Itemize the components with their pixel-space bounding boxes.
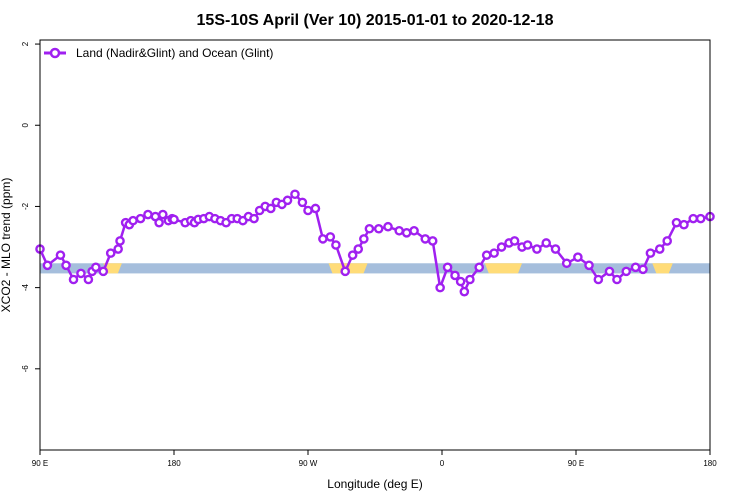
data-point <box>310 203 321 214</box>
plot-frame <box>39 39 711 451</box>
data-point <box>373 223 384 234</box>
ocean-band <box>40 263 710 274</box>
series-line <box>38 193 711 293</box>
series-layer <box>35 189 715 297</box>
data-point <box>621 266 632 277</box>
y-tick-label: 2 <box>21 41 30 46</box>
data-point <box>347 250 358 260</box>
data-point <box>42 260 53 271</box>
data-point <box>522 240 533 250</box>
data-point <box>169 214 179 225</box>
data-point <box>427 236 438 246</box>
data-point <box>154 217 164 228</box>
data-point <box>455 276 466 287</box>
data-point <box>61 260 71 271</box>
data-point <box>143 209 153 220</box>
chart-title: 15S-10S April (Ver 10) 2015-01-01 to 202… <box>197 12 554 29</box>
data-point <box>325 232 336 242</box>
data-point <box>331 240 341 250</box>
data-point <box>450 270 460 281</box>
data-point <box>561 258 572 269</box>
land-segment <box>484 263 523 274</box>
data-point <box>68 274 79 285</box>
data-point <box>509 236 520 246</box>
data-point <box>158 209 168 220</box>
data-point <box>98 266 109 277</box>
legend: Land (Nadir&Glint) and Ocean (Glint) <box>44 46 273 60</box>
data-point <box>604 266 615 277</box>
data-point <box>671 217 682 228</box>
data-point <box>593 274 604 285</box>
data-point <box>91 262 101 273</box>
data-point <box>409 225 419 236</box>
data-point <box>359 234 369 244</box>
data-point <box>76 268 86 279</box>
data-point <box>459 286 470 297</box>
data-point <box>135 213 146 224</box>
data-point <box>465 274 475 285</box>
land-segment <box>652 263 673 274</box>
data-point <box>474 262 485 273</box>
data-point <box>435 282 445 293</box>
data-point <box>481 250 492 260</box>
y-axis: 2 0 -2 -4 -6 <box>21 41 40 372</box>
data-point <box>297 197 308 208</box>
x-tick-label: 180 <box>167 459 181 468</box>
data-point <box>55 250 66 260</box>
data-point <box>401 228 412 238</box>
x-axis-label: Longitude (deg E) <box>327 477 422 491</box>
y-tick-label: 0 <box>21 122 30 127</box>
data-point <box>249 213 259 224</box>
y-axis-label: XCO2 - MLO trend (ppm) <box>0 178 13 313</box>
y-tick-label: -4 <box>21 284 30 292</box>
data-point <box>662 236 672 246</box>
data-point <box>303 205 313 216</box>
data-point <box>83 274 94 285</box>
data-point <box>695 213 706 224</box>
y-tick-label: -2 <box>21 202 30 210</box>
data-point <box>383 221 393 232</box>
legend-marker <box>49 47 61 59</box>
data-point <box>489 248 499 258</box>
x-axis: 90 E 180 90 W 0 90 E 180 <box>32 450 717 468</box>
data-point <box>113 244 123 254</box>
data-point <box>630 262 641 273</box>
data-point <box>654 244 665 254</box>
data-point <box>282 195 293 206</box>
data-point <box>612 274 622 285</box>
data-point <box>541 238 552 248</box>
data-point <box>679 219 689 230</box>
legend-label: Land (Nadir&Glint) and Ocean (Glint) <box>76 46 273 60</box>
data-point <box>688 213 699 224</box>
data-point <box>496 242 507 252</box>
y-tick-label: -6 <box>21 365 30 373</box>
data-point <box>318 234 328 244</box>
data-point <box>105 248 116 258</box>
data-point <box>638 264 648 275</box>
data-point <box>265 203 276 214</box>
data-point <box>290 189 300 200</box>
data-point <box>584 260 594 271</box>
data-point <box>442 262 453 273</box>
data-point <box>394 225 404 236</box>
data-point <box>420 234 431 244</box>
x-tick-label: 90 E <box>568 459 584 468</box>
data-point <box>550 244 561 254</box>
x-tick-label: 0 <box>440 459 445 468</box>
data-point <box>645 248 656 258</box>
data-point <box>128 215 138 226</box>
data-point <box>353 244 364 254</box>
data-point <box>115 236 125 246</box>
data-point <box>364 223 375 234</box>
data-point <box>573 252 583 262</box>
data-point <box>532 244 542 254</box>
x-tick-label: 180 <box>703 459 717 468</box>
data-point <box>340 266 351 277</box>
x-tick-label: 90 E <box>32 459 48 468</box>
x-tick-label: 90 W <box>299 459 318 468</box>
